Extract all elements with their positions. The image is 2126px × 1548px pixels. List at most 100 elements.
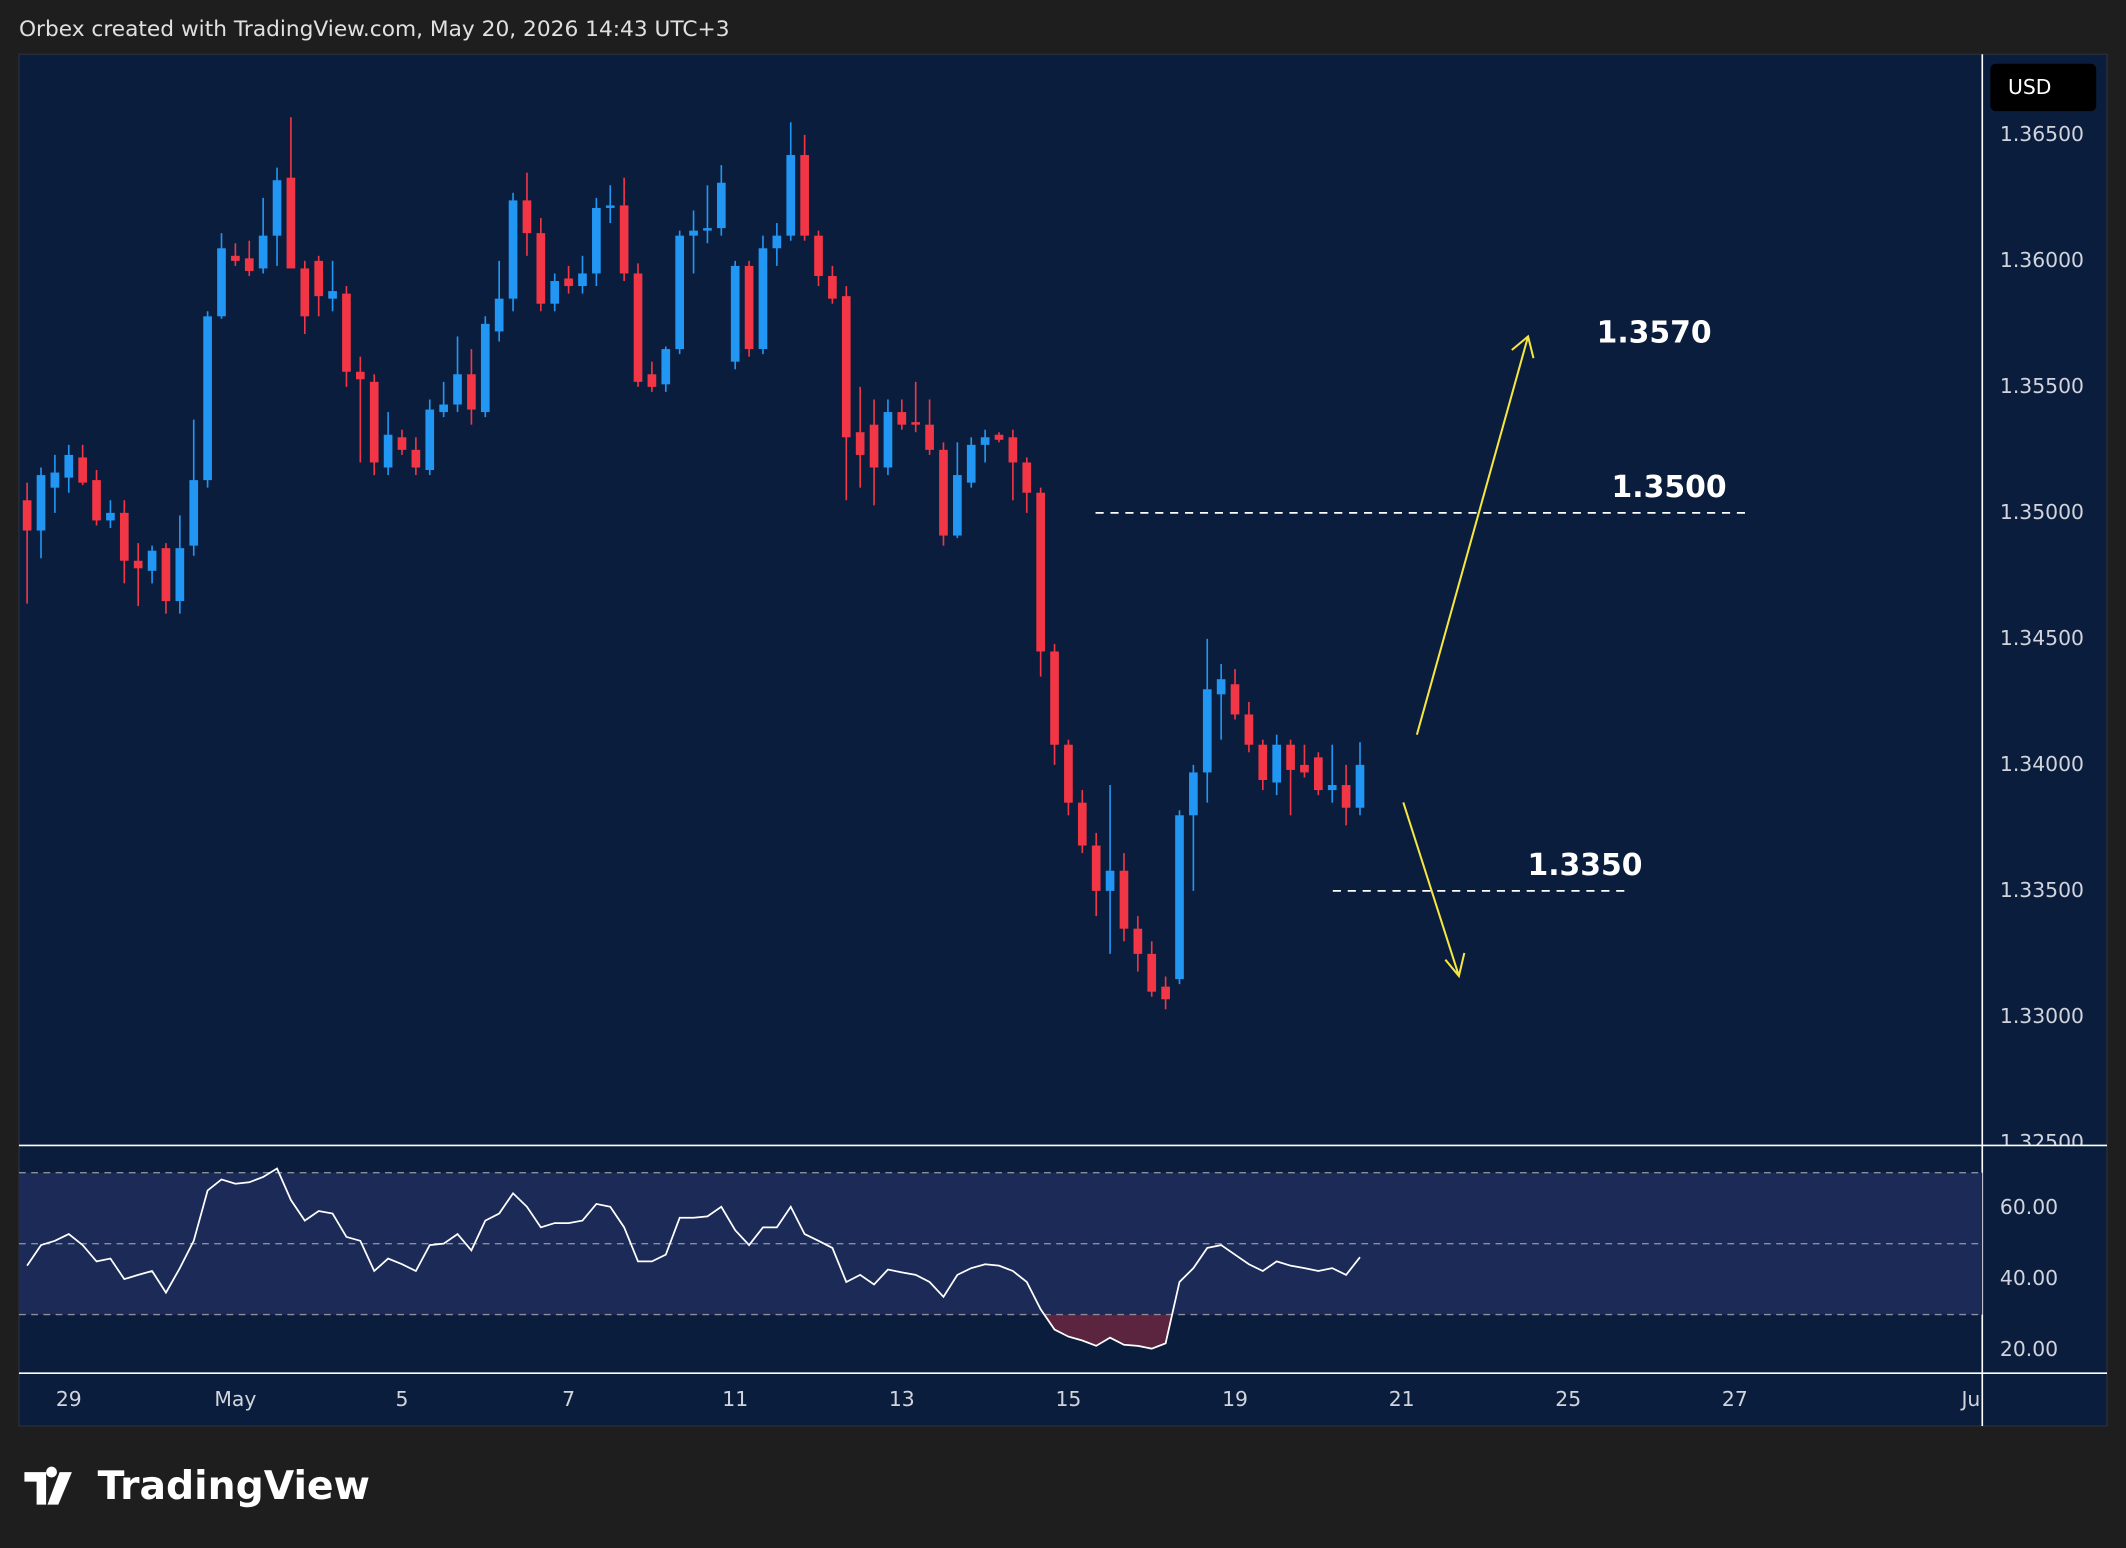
rsi-oversold-fill [27, 1314, 1360, 1349]
candle-body [50, 472, 60, 488]
time-axis: 29 May 5 7 11 13 15 19 21 25 27 Ju [56, 1387, 1981, 1411]
candle-body [92, 480, 101, 521]
down-arrow [1402, 802, 1466, 979]
candle-body [786, 155, 796, 236]
x-tick-label: 21 [1389, 1387, 1415, 1411]
candle-body [869, 424, 879, 468]
candle-body [1147, 953, 1157, 992]
candle-body [1300, 764, 1309, 773]
candle-body [1091, 845, 1101, 891]
x-tick-label: 11 [722, 1387, 748, 1411]
candle-body [328, 291, 337, 299]
candle-body [592, 207, 601, 274]
candle-body [508, 200, 518, 299]
candle-body [217, 248, 226, 317]
candle-body [64, 454, 74, 478]
candle-body [1216, 679, 1226, 695]
candle-body [106, 512, 115, 521]
candle-body [397, 437, 407, 450]
candle-body [480, 323, 490, 413]
rsi-tick-label: 20.00 [2000, 1337, 2058, 1361]
candle-body [605, 205, 615, 208]
candle-body [1161, 986, 1170, 1000]
currency-button[interactable]: USD [1990, 63, 2097, 112]
candle-body [689, 230, 698, 236]
level-label: 1.3500 [1612, 470, 1727, 505]
candle-body [300, 268, 310, 317]
candle-body [342, 293, 351, 372]
target-arrow [1415, 334, 1535, 735]
candles [22, 117, 1365, 1010]
rsi-tick-label: 40.00 [2000, 1266, 2058, 1290]
candle-body [633, 273, 643, 382]
y-tick-label: 1.33000 [2000, 1004, 2084, 1028]
candle-body [1341, 785, 1351, 808]
candle-body [147, 550, 157, 571]
header: Orbex created with TradingView.com, May … [19, 17, 730, 42]
candle-body [1022, 462, 1032, 493]
candle-body [1272, 744, 1282, 783]
y-tick-label: 1.34000 [2000, 752, 2084, 776]
brand-logo: TradingView [24, 1464, 370, 1509]
y-tick-label: 1.36500 [2000, 122, 2084, 146]
x-tick-label: 25 [1555, 1387, 1581, 1411]
candle-body [383, 434, 393, 468]
candle-body [36, 475, 46, 531]
y-tick-label: 1.35000 [2000, 500, 2084, 524]
candle-body [744, 265, 754, 350]
candle-body [550, 281, 560, 304]
candle-body [1119, 870, 1129, 929]
level-label: 1.3350 [1527, 848, 1642, 883]
x-tick-label: May [214, 1387, 256, 1411]
x-tick-label: 27 [1722, 1387, 1748, 1411]
candle-body [939, 449, 948, 536]
candle-body [716, 182, 726, 229]
candle-body [703, 228, 712, 231]
x-tick-label: 19 [1222, 1387, 1248, 1411]
candle-body [1077, 802, 1087, 846]
candle-body [883, 412, 893, 468]
candle-body [1355, 764, 1365, 808]
candle-body [411, 449, 421, 468]
candle-body [314, 260, 324, 297]
candle-body [578, 273, 587, 287]
candle-body [1175, 815, 1184, 980]
candle-body [966, 444, 976, 483]
y-tick-label: 1.33500 [2000, 878, 2084, 902]
rsi-tick-label: 60.00 [2000, 1195, 2058, 1219]
candle-body [369, 381, 379, 463]
candle-body [244, 258, 254, 271]
candle-body [814, 235, 823, 276]
candle-body [133, 560, 143, 569]
candle-body [800, 155, 809, 236]
candle-body [439, 404, 448, 413]
x-tick-label: Ju [1959, 1387, 1980, 1411]
y-tick-label: 1.32500 [2000, 1130, 2084, 1154]
brand-name: TradingView [98, 1464, 370, 1509]
candle-body [453, 374, 462, 405]
candle-body [258, 235, 268, 269]
candle-body [175, 548, 185, 602]
candle-body [1105, 870, 1115, 891]
candle-body [272, 180, 282, 236]
candle-body [1189, 772, 1198, 816]
x-tick-label: 7 [562, 1387, 575, 1411]
candle-body [828, 275, 837, 299]
candle-body [925, 424, 934, 450]
candle-body [619, 205, 629, 274]
candle-body [841, 296, 851, 438]
candle-body [536, 233, 546, 304]
currency-label[interactable]: USD [2008, 75, 2051, 99]
candle-body [647, 374, 657, 387]
x-tick-label: 13 [889, 1387, 915, 1411]
currency-box[interactable] [1990, 63, 2097, 112]
candle-body [953, 475, 962, 536]
candle-body [897, 412, 907, 425]
candle-body [1230, 684, 1240, 715]
candle-body [994, 434, 1004, 440]
x-tick-label: 15 [1055, 1387, 1081, 1411]
target-label: 1.3570 [1597, 315, 1712, 350]
candle-body [355, 371, 365, 380]
